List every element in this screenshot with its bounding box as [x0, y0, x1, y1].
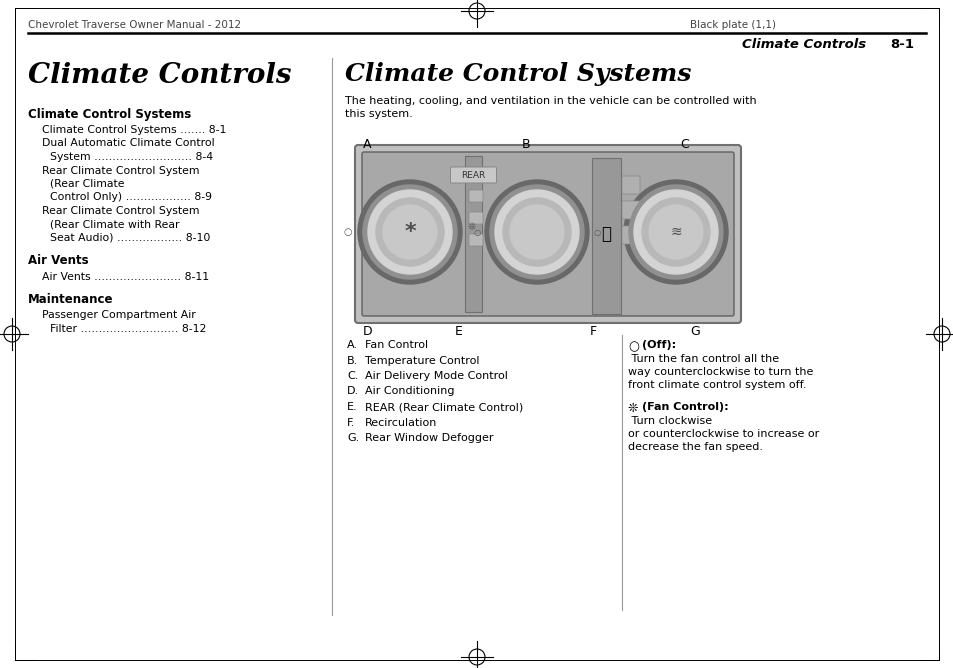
Text: Air Conditioning: Air Conditioning — [365, 387, 454, 397]
Text: (Off):: (Off): — [641, 340, 676, 350]
Text: E: E — [455, 325, 462, 338]
Text: D.: D. — [347, 387, 358, 397]
Text: *: * — [404, 222, 416, 242]
Text: (Fan Control):: (Fan Control): — [641, 402, 728, 412]
FancyBboxPatch shape — [361, 152, 733, 316]
Text: Seat Audio) ……………… 8-10: Seat Audio) ……………… 8-10 — [50, 233, 211, 243]
Text: C: C — [679, 138, 688, 151]
FancyBboxPatch shape — [621, 176, 639, 194]
FancyBboxPatch shape — [355, 145, 740, 323]
Text: ○: ○ — [593, 228, 600, 236]
Circle shape — [490, 185, 583, 279]
Circle shape — [634, 190, 718, 274]
Text: A: A — [363, 138, 371, 151]
FancyBboxPatch shape — [592, 158, 620, 314]
Text: ≋: ≋ — [670, 225, 681, 239]
FancyBboxPatch shape — [621, 201, 639, 219]
Text: Black plate (1,1): Black plate (1,1) — [689, 20, 775, 30]
Text: REAR (Rear Climate Control): REAR (Rear Climate Control) — [365, 402, 522, 412]
Text: B: B — [521, 138, 530, 151]
Circle shape — [623, 180, 727, 284]
Text: Climate Control Systems: Climate Control Systems — [28, 108, 191, 121]
Circle shape — [368, 190, 452, 274]
Circle shape — [363, 185, 456, 279]
Text: Turn the fan control all the: Turn the fan control all the — [627, 354, 779, 364]
Text: 🚗: 🚗 — [601, 225, 611, 243]
Circle shape — [628, 185, 722, 279]
Text: System ……………………… 8-4: System ……………………… 8-4 — [50, 152, 213, 162]
Circle shape — [357, 180, 461, 284]
Text: Passenger Compartment Air: Passenger Compartment Air — [42, 310, 195, 320]
Text: Climate Controls: Climate Controls — [741, 38, 865, 51]
Text: D: D — [363, 325, 373, 338]
Text: Air Vents: Air Vents — [28, 255, 89, 267]
Text: way counterclockwise to turn the: way counterclockwise to turn the — [627, 367, 813, 377]
Text: ❊: ❊ — [627, 402, 638, 415]
Text: decrease the fan speed.: decrease the fan speed. — [627, 442, 762, 452]
Circle shape — [502, 198, 571, 266]
Text: Turn clockwise: Turn clockwise — [627, 416, 711, 426]
Text: The heating, cooling, and ventilation in the vehicle can be controlled with: The heating, cooling, and ventilation in… — [345, 96, 756, 106]
Circle shape — [375, 198, 443, 266]
Text: Temperature Control: Temperature Control — [365, 355, 479, 365]
Text: Filter ……………………… 8-12: Filter ……………………… 8-12 — [50, 323, 206, 333]
Text: F: F — [589, 325, 597, 338]
Text: ❊: ❊ — [468, 222, 476, 232]
Text: Maintenance: Maintenance — [28, 293, 113, 306]
FancyBboxPatch shape — [469, 212, 482, 224]
FancyBboxPatch shape — [450, 167, 496, 183]
Circle shape — [382, 205, 436, 259]
Text: front climate control system off.: front climate control system off. — [627, 380, 805, 390]
Text: (Rear Climate with Rear: (Rear Climate with Rear — [50, 220, 179, 230]
Text: Climate Control Systems: Climate Control Systems — [345, 62, 691, 86]
Text: ○: ○ — [627, 340, 639, 353]
FancyBboxPatch shape — [469, 190, 482, 202]
Text: B.: B. — [347, 355, 358, 365]
Text: C.: C. — [347, 371, 358, 381]
Circle shape — [641, 198, 709, 266]
Text: Rear Climate Control System: Rear Climate Control System — [42, 166, 199, 176]
Text: Climate Control Systems ……. 8-1: Climate Control Systems ……. 8-1 — [42, 125, 226, 135]
Text: this system.: this system. — [345, 109, 413, 119]
Text: A.: A. — [347, 340, 357, 350]
FancyBboxPatch shape — [621, 226, 639, 244]
Text: G: G — [689, 325, 699, 338]
Text: REAR: REAR — [461, 170, 485, 180]
FancyBboxPatch shape — [469, 234, 482, 246]
Circle shape — [484, 180, 588, 284]
Text: Fan Control: Fan Control — [365, 340, 428, 350]
Text: Rear Climate Control System: Rear Climate Control System — [42, 206, 199, 216]
Text: (Rear Climate: (Rear Climate — [50, 179, 125, 189]
Circle shape — [510, 205, 563, 259]
Text: Control Only) ……………… 8-9: Control Only) ……………… 8-9 — [50, 192, 212, 202]
Text: ○: ○ — [473, 228, 480, 236]
Text: Climate Controls: Climate Controls — [28, 62, 292, 89]
Circle shape — [495, 190, 578, 274]
Text: Air Delivery Mode Control: Air Delivery Mode Control — [365, 371, 507, 381]
Text: 8-1: 8-1 — [889, 38, 913, 51]
Text: Recirculation: Recirculation — [365, 418, 436, 428]
Text: Chevrolet Traverse Owner Manual - 2012: Chevrolet Traverse Owner Manual - 2012 — [28, 20, 241, 30]
Circle shape — [648, 205, 702, 259]
Text: ○: ○ — [343, 227, 352, 237]
Text: Air Vents …………………… 8-11: Air Vents …………………… 8-11 — [42, 271, 209, 281]
Text: Dual Automatic Climate Control: Dual Automatic Climate Control — [42, 138, 214, 148]
Text: F.: F. — [347, 418, 355, 428]
FancyBboxPatch shape — [464, 156, 481, 312]
Text: Rear Window Defogger: Rear Window Defogger — [365, 433, 493, 443]
Text: G.: G. — [347, 433, 359, 443]
Text: E.: E. — [347, 402, 357, 412]
Text: or counterclockwise to increase or: or counterclockwise to increase or — [627, 429, 819, 439]
